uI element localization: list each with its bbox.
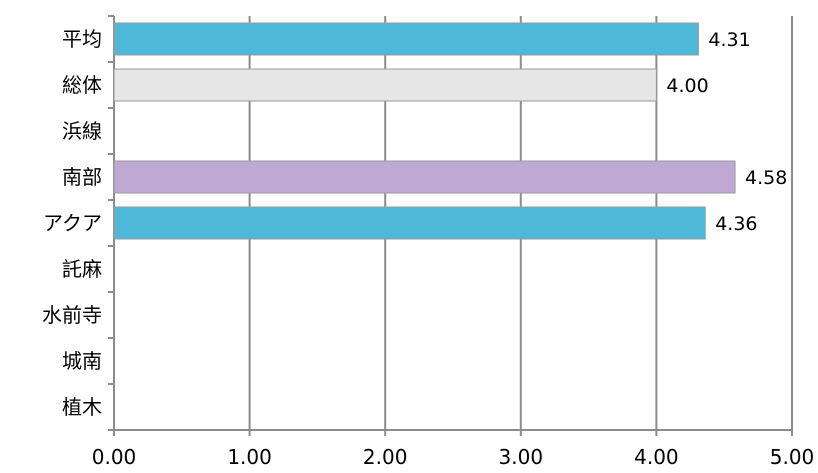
bar	[113, 22, 699, 56]
data-label: 4.36	[715, 213, 757, 235]
data-label: 4.00	[666, 75, 708, 97]
category-label: 南部	[62, 165, 102, 189]
bar	[113, 160, 736, 194]
x-tick-label: 5.00	[770, 445, 815, 469]
category-label: 平均	[62, 27, 102, 51]
bar	[113, 68, 657, 102]
bar	[113, 206, 706, 240]
x-tick-labels: 0.00 1.00 2.00 3.00 4.00 5.00	[92, 445, 815, 469]
x-tick-label: 0.00	[92, 445, 137, 469]
x-tick-label: 3.00	[499, 445, 544, 469]
data-label: 4.58	[745, 167, 787, 189]
data-label: 4.31	[708, 29, 750, 51]
category-label: 水前寺	[42, 303, 102, 327]
bars	[113, 22, 736, 240]
category-label: 託麻	[62, 257, 102, 281]
category-label: 城南	[62, 349, 102, 373]
category-label: 総体	[62, 73, 102, 97]
x-tick-label: 2.00	[363, 445, 408, 469]
x-tick-label: 4.00	[634, 445, 679, 469]
data-labels: 4.31 4.00 4.58 4.36	[666, 29, 787, 235]
x-tick-label: 1.00	[227, 445, 272, 469]
category-label: 植木	[62, 395, 102, 419]
category-label: アクア	[43, 211, 102, 235]
category-label: 浜線	[62, 119, 102, 143]
